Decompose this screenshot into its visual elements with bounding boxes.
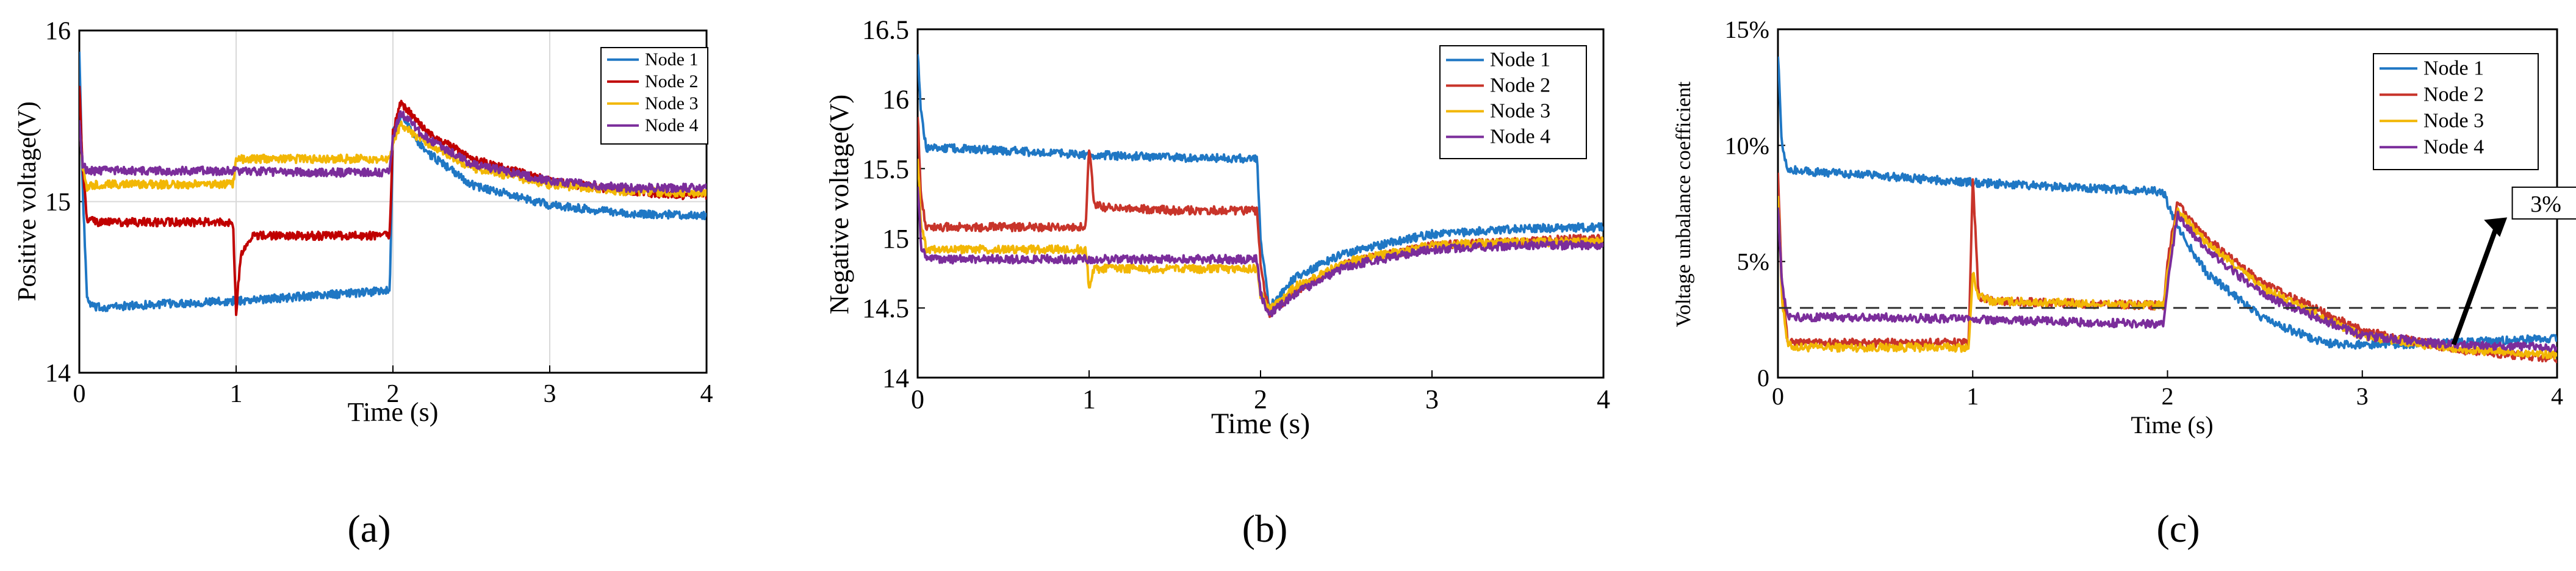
legend-label: Node 1 bbox=[2423, 57, 2484, 79]
y-tick-label: 5% bbox=[1737, 248, 1769, 276]
threshold-arrow bbox=[2451, 223, 2500, 346]
panel-c-chart: 0 1 2 3 4 0 5% 10% 15% 3% Voltage unbalance coef… bbox=[1672, 16, 2576, 550]
panel-b-legend: Node 1 Node 2 Node 3 Node 4 bbox=[1439, 45, 1587, 159]
x-tick-label: 3 bbox=[544, 380, 556, 408]
x-tick-label: 1 bbox=[230, 380, 243, 408]
legend-label: Node 4 bbox=[645, 115, 698, 135]
x-tick-label: 2 bbox=[2162, 382, 2174, 410]
series-line-node-4 bbox=[918, 186, 1603, 318]
legend-label: Node 4 bbox=[1490, 126, 1550, 148]
panel-a-label: (a) bbox=[347, 507, 390, 550]
legend-label: Node 3 bbox=[1490, 100, 1550, 123]
x-tick-label: 4 bbox=[700, 380, 713, 408]
threshold-label-box bbox=[2511, 186, 2576, 220]
series-line-node-4 bbox=[79, 110, 707, 193]
x-tick-label: 1 bbox=[1082, 384, 1096, 414]
y-tick-label: 0 bbox=[1757, 364, 1769, 392]
threshold-label: 3% bbox=[2530, 192, 2561, 217]
panel-b-lines bbox=[918, 54, 1603, 318]
panel-c-legend-box bbox=[2373, 53, 2539, 170]
panel-c-ticks: 0 1 2 3 4 0 5% 10% 15% bbox=[1725, 16, 2563, 410]
x-tick-label: 1 bbox=[1966, 382, 1979, 410]
y-tick-label: 16.5 bbox=[862, 15, 909, 45]
panel-b-ylabel: Negative voltage(V) bbox=[824, 95, 854, 314]
x-tick-label: 2 bbox=[1254, 384, 1267, 414]
y-tick-label: 15.5 bbox=[862, 154, 909, 184]
legend-label: Node 2 bbox=[645, 71, 698, 92]
x-tick-label: 2 bbox=[387, 380, 400, 408]
y-tick-label: 16 bbox=[45, 18, 71, 46]
legend-label: Node 1 bbox=[645, 49, 698, 70]
panel-a-lines bbox=[79, 51, 707, 317]
x-tick-label: 0 bbox=[911, 384, 924, 414]
y-tick-label: 16 bbox=[882, 85, 909, 115]
panel-b-chart: 0 1 2 3 4 14 14.5 15 15.5 16 16.5 Negative voltage… bbox=[824, 15, 1610, 550]
panel-a-legend-box bbox=[600, 47, 708, 145]
legend-label: Node 4 bbox=[2423, 135, 2484, 158]
panel-b-xlabel: Time (s) bbox=[1211, 408, 1310, 440]
legend-label: Node 3 bbox=[645, 93, 698, 113]
panel-c-ylabel: Voltage unbalance coefficient bbox=[1672, 81, 1695, 327]
legend-label: Node 2 bbox=[2423, 83, 2484, 106]
series-line-node-1 bbox=[918, 54, 1603, 312]
panel-a-chart: 0 1 2 3 4 14 15 16 Positive voltage(V) Time (s)… bbox=[13, 18, 713, 550]
x-tick-label: 0 bbox=[73, 380, 86, 408]
panel-a-ylabel: Positive voltage(V) bbox=[13, 101, 41, 301]
legend-label: Node 2 bbox=[1490, 74, 1550, 97]
panel-c-threshold: 3% bbox=[1778, 186, 2576, 346]
threshold-arrowhead bbox=[2484, 217, 2508, 237]
panel-c-label: (c) bbox=[2156, 507, 2200, 550]
panel-a-ticks: 0 1 2 3 4 14 15 16 bbox=[45, 18, 713, 408]
panel-b-label: (b) bbox=[1242, 507, 1288, 550]
panel-b-legend-box bbox=[1439, 45, 1587, 159]
panel-c-legend: Node 1 Node 2 Node 3 Node 4 bbox=[2373, 53, 2539, 170]
y-tick-label: 14.5 bbox=[862, 293, 909, 323]
x-tick-label: 3 bbox=[2356, 382, 2369, 410]
panel-a-xlabel: Time (s) bbox=[348, 397, 439, 427]
x-tick-label: 0 bbox=[1772, 382, 1784, 410]
y-tick-label: 14 bbox=[882, 363, 909, 393]
legend-label: Node 3 bbox=[2423, 109, 2484, 132]
x-tick-label: 3 bbox=[1425, 384, 1439, 414]
x-tick-label: 4 bbox=[1597, 384, 1610, 414]
y-tick-label: 15 bbox=[45, 189, 71, 217]
panel-c-lines bbox=[1778, 56, 2557, 364]
panel-b-ticks: 0 1 2 3 4 14 14.5 15 15.5 16 16.5 bbox=[862, 15, 1610, 414]
y-tick-label: 15 bbox=[882, 224, 909, 254]
y-tick-label: 10% bbox=[1725, 132, 1769, 159]
legend-label: Node 1 bbox=[1490, 49, 1550, 71]
y-tick-label: 15% bbox=[1725, 16, 1769, 43]
y-tick-label: 14 bbox=[45, 360, 71, 388]
x-tick-label: 4 bbox=[2551, 382, 2563, 410]
series-line-node-4 bbox=[1778, 207, 2557, 353]
panel-c-xlabel: Time (s) bbox=[2131, 411, 2213, 439]
